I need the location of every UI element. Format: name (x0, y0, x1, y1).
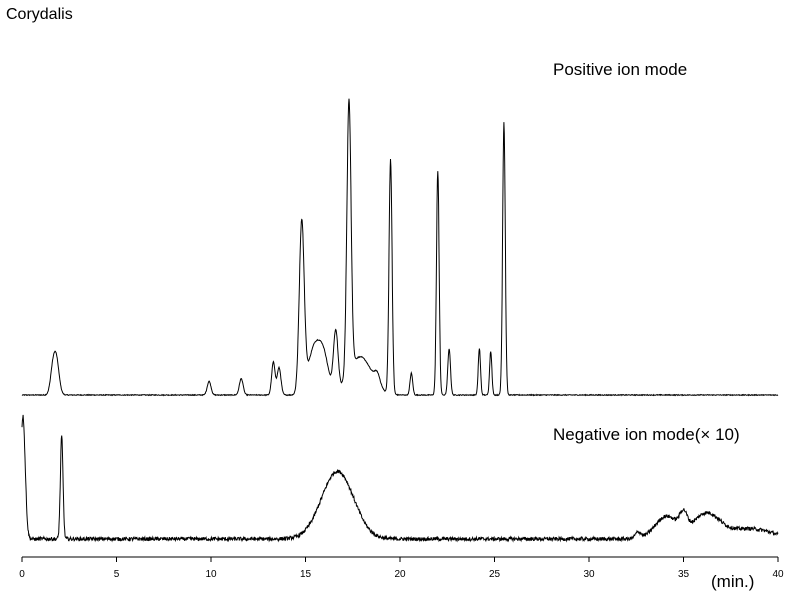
positive-ion-mode-label: Positive ion mode (553, 60, 688, 79)
positive-ion-trace (21, 98, 779, 397)
negative-ion-mode-label: Negative ion mode(× 10) (553, 425, 740, 444)
x-tick-label-40: 40 (772, 569, 784, 580)
x-tick-label-35: 35 (678, 569, 690, 580)
x-tick-label-10: 10 (205, 569, 217, 580)
x-tick-label-5: 5 (114, 569, 120, 580)
x-tick-label-30: 30 (583, 569, 595, 580)
x-tick-label-25: 25 (489, 569, 501, 580)
x-tick-label-15: 15 (300, 569, 312, 580)
x-axis-unit-label: (min.) (711, 572, 755, 591)
x-tick-label-0: 0 (19, 569, 25, 580)
x-tick-label-20: 20 (394, 569, 406, 580)
chart-title: Corydalis (6, 6, 73, 23)
negative-ion-trace (21, 414, 779, 543)
